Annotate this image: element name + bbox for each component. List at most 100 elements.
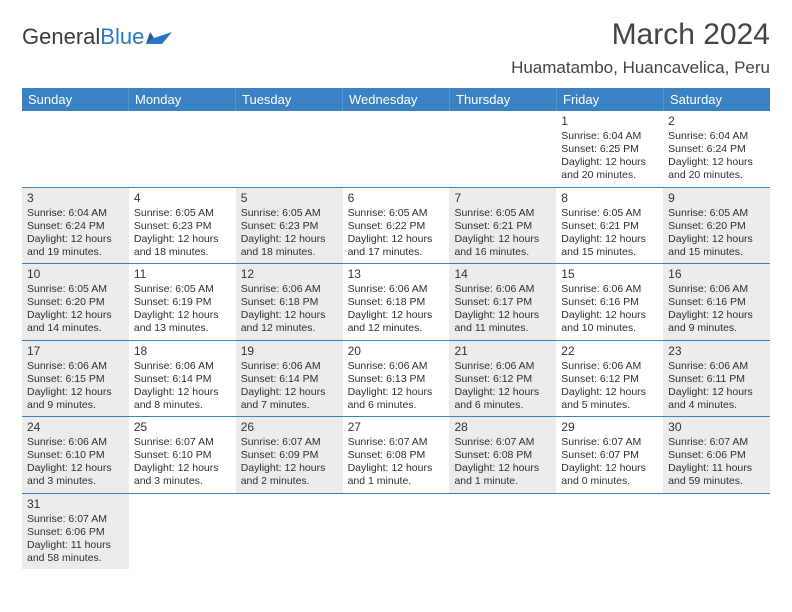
day-detail: Sunrise: 6:05 AM Sunset: 6:20 PM Dayligh… [668, 207, 765, 260]
day-detail: Sunrise: 6:07 AM Sunset: 6:09 PM Dayligh… [241, 436, 338, 489]
calendar-cell [129, 111, 236, 187]
day-of-week-label: Tuesday [236, 88, 343, 111]
calendar-cell: 7Sunrise: 6:05 AM Sunset: 6:21 PM Daylig… [449, 188, 556, 264]
day-number: 18 [134, 344, 231, 359]
calendar-cell: 19Sunrise: 6:06 AM Sunset: 6:14 PM Dayli… [236, 341, 343, 417]
calendar-cell: 14Sunrise: 6:06 AM Sunset: 6:17 PM Dayli… [449, 264, 556, 340]
day-number: 22 [561, 344, 658, 359]
day-detail: Sunrise: 6:07 AM Sunset: 6:07 PM Dayligh… [561, 436, 658, 489]
day-detail: Sunrise: 6:06 AM Sunset: 6:18 PM Dayligh… [348, 283, 445, 336]
day-of-week-label: Sunday [22, 88, 129, 111]
calendar-cell: 11Sunrise: 6:05 AM Sunset: 6:19 PM Dayli… [129, 264, 236, 340]
day-number: 19 [241, 344, 338, 359]
calendar-cell [556, 494, 663, 570]
calendar-cell: 3Sunrise: 6:04 AM Sunset: 6:24 PM Daylig… [22, 188, 129, 264]
day-number: 15 [561, 267, 658, 282]
calendar-cell: 6Sunrise: 6:05 AM Sunset: 6:22 PM Daylig… [343, 188, 450, 264]
day-number: 26 [241, 420, 338, 435]
calendar-cell: 12Sunrise: 6:06 AM Sunset: 6:18 PM Dayli… [236, 264, 343, 340]
day-number: 7 [454, 191, 551, 206]
day-detail: Sunrise: 6:04 AM Sunset: 6:25 PM Dayligh… [561, 130, 658, 183]
day-detail: Sunrise: 6:07 AM Sunset: 6:06 PM Dayligh… [27, 513, 124, 566]
day-number: 5 [241, 191, 338, 206]
day-detail: Sunrise: 6:05 AM Sunset: 6:22 PM Dayligh… [348, 207, 445, 260]
calendar-cell: 22Sunrise: 6:06 AM Sunset: 6:12 PM Dayli… [556, 341, 663, 417]
day-number: 3 [27, 191, 124, 206]
day-number: 24 [27, 420, 124, 435]
day-detail: Sunrise: 6:06 AM Sunset: 6:16 PM Dayligh… [668, 283, 765, 336]
calendar-cell: 31Sunrise: 6:07 AM Sunset: 6:06 PM Dayli… [22, 494, 129, 570]
day-number: 31 [27, 497, 124, 512]
calendar-cell: 1Sunrise: 6:04 AM Sunset: 6:25 PM Daylig… [556, 111, 663, 187]
day-detail: Sunrise: 6:06 AM Sunset: 6:12 PM Dayligh… [561, 360, 658, 413]
day-of-week-header: SundayMondayTuesdayWednesdayThursdayFrid… [22, 88, 770, 111]
calendar-week-row: 31Sunrise: 6:07 AM Sunset: 6:06 PM Dayli… [22, 494, 770, 570]
day-detail: Sunrise: 6:06 AM Sunset: 6:12 PM Dayligh… [454, 360, 551, 413]
calendar-cell: 26Sunrise: 6:07 AM Sunset: 6:09 PM Dayli… [236, 417, 343, 493]
day-detail: Sunrise: 6:06 AM Sunset: 6:13 PM Dayligh… [348, 360, 445, 413]
calendar-cell [236, 111, 343, 187]
day-detail: Sunrise: 6:05 AM Sunset: 6:19 PM Dayligh… [134, 283, 231, 336]
day-number: 8 [561, 191, 658, 206]
calendar-cell: 28Sunrise: 6:07 AM Sunset: 6:08 PM Dayli… [449, 417, 556, 493]
day-number: 13 [348, 267, 445, 282]
calendar-week-row: 1Sunrise: 6:04 AM Sunset: 6:25 PM Daylig… [22, 111, 770, 188]
calendar-cell [129, 494, 236, 570]
calendar-cell: 24Sunrise: 6:06 AM Sunset: 6:10 PM Dayli… [22, 417, 129, 493]
day-detail: Sunrise: 6:05 AM Sunset: 6:23 PM Dayligh… [134, 207, 231, 260]
day-number: 6 [348, 191, 445, 206]
day-detail: Sunrise: 6:04 AM Sunset: 6:24 PM Dayligh… [27, 207, 124, 260]
day-detail: Sunrise: 6:05 AM Sunset: 6:23 PM Dayligh… [241, 207, 338, 260]
day-number: 1 [561, 114, 658, 129]
calendar-cell: 27Sunrise: 6:07 AM Sunset: 6:08 PM Dayli… [343, 417, 450, 493]
calendar-cell: 17Sunrise: 6:06 AM Sunset: 6:15 PM Dayli… [22, 341, 129, 417]
day-detail: Sunrise: 6:04 AM Sunset: 6:24 PM Dayligh… [668, 130, 765, 183]
calendar-cell: 25Sunrise: 6:07 AM Sunset: 6:10 PM Dayli… [129, 417, 236, 493]
calendar-cell [663, 494, 770, 570]
day-detail: Sunrise: 6:07 AM Sunset: 6:08 PM Dayligh… [454, 436, 551, 489]
day-detail: Sunrise: 6:07 AM Sunset: 6:08 PM Dayligh… [348, 436, 445, 489]
calendar-cell: 8Sunrise: 6:05 AM Sunset: 6:21 PM Daylig… [556, 188, 663, 264]
title-block: March 2024 Huamatambo, Huancavelica, Per… [511, 18, 770, 78]
day-detail: Sunrise: 6:06 AM Sunset: 6:17 PM Dayligh… [454, 283, 551, 336]
day-number: 27 [348, 420, 445, 435]
logo-text-general: General [22, 24, 100, 50]
calendar-week-row: 24Sunrise: 6:06 AM Sunset: 6:10 PM Dayli… [22, 417, 770, 494]
day-number: 14 [454, 267, 551, 282]
calendar-cell: 21Sunrise: 6:06 AM Sunset: 6:12 PM Dayli… [449, 341, 556, 417]
calendar-cell [236, 494, 343, 570]
day-detail: Sunrise: 6:05 AM Sunset: 6:21 PM Dayligh… [561, 207, 658, 260]
day-number: 12 [241, 267, 338, 282]
day-of-week-label: Thursday [450, 88, 557, 111]
header: GeneralBlue March 2024 Huamatambo, Huanc… [22, 18, 770, 78]
calendar-cell: 13Sunrise: 6:06 AM Sunset: 6:18 PM Dayli… [343, 264, 450, 340]
day-number: 30 [668, 420, 765, 435]
day-detail: Sunrise: 6:06 AM Sunset: 6:11 PM Dayligh… [668, 360, 765, 413]
day-detail: Sunrise: 6:06 AM Sunset: 6:14 PM Dayligh… [241, 360, 338, 413]
day-number: 25 [134, 420, 231, 435]
day-detail: Sunrise: 6:05 AM Sunset: 6:21 PM Dayligh… [454, 207, 551, 260]
calendar-cell: 18Sunrise: 6:06 AM Sunset: 6:14 PM Dayli… [129, 341, 236, 417]
calendar-cell: 10Sunrise: 6:05 AM Sunset: 6:20 PM Dayli… [22, 264, 129, 340]
day-number: 4 [134, 191, 231, 206]
day-number: 29 [561, 420, 658, 435]
calendar-week-row: 3Sunrise: 6:04 AM Sunset: 6:24 PM Daylig… [22, 188, 770, 265]
day-detail: Sunrise: 6:07 AM Sunset: 6:10 PM Dayligh… [134, 436, 231, 489]
calendar-cell [449, 111, 556, 187]
day-number: 21 [454, 344, 551, 359]
calendar-cell: 5Sunrise: 6:05 AM Sunset: 6:23 PM Daylig… [236, 188, 343, 264]
calendar-cell [343, 111, 450, 187]
calendar-cell [22, 111, 129, 187]
calendar-cell: 15Sunrise: 6:06 AM Sunset: 6:16 PM Dayli… [556, 264, 663, 340]
day-detail: Sunrise: 6:06 AM Sunset: 6:18 PM Dayligh… [241, 283, 338, 336]
logo: GeneralBlue [22, 18, 172, 50]
day-detail: Sunrise: 6:06 AM Sunset: 6:10 PM Dayligh… [27, 436, 124, 489]
day-of-week-label: Friday [557, 88, 664, 111]
calendar-cell: 23Sunrise: 6:06 AM Sunset: 6:11 PM Dayli… [663, 341, 770, 417]
day-number: 23 [668, 344, 765, 359]
calendar-cell: 16Sunrise: 6:06 AM Sunset: 6:16 PM Dayli… [663, 264, 770, 340]
day-number: 28 [454, 420, 551, 435]
calendar-cell [343, 494, 450, 570]
day-number: 9 [668, 191, 765, 206]
day-number: 10 [27, 267, 124, 282]
